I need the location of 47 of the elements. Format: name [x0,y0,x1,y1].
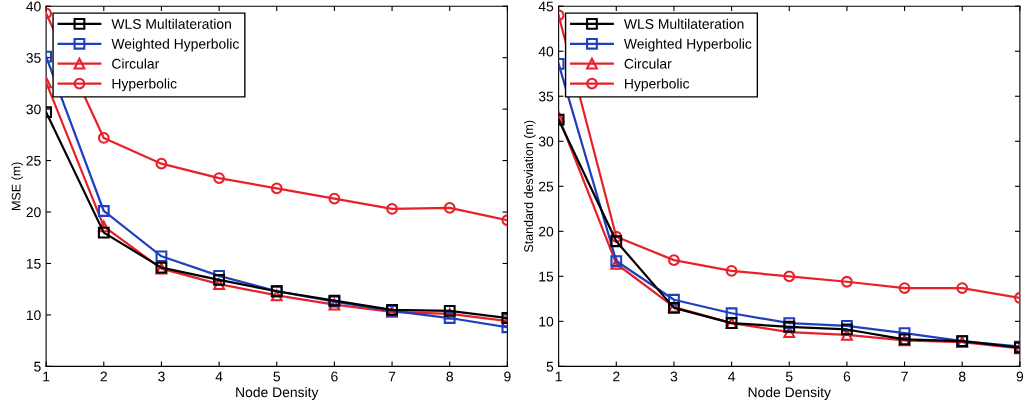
y-tick-label: 5 [546,361,554,372]
legend-label: Circular [112,58,160,69]
legend-label: Weighted Hyperbolic [111,38,239,52]
x-tick-label: 1 [555,371,562,382]
x-tick-label: 5 [273,371,281,382]
y-tick-label: 30 [26,104,41,115]
y-tick-label: 45 [538,1,554,12]
y-tick-label: 35 [26,53,41,63]
legend-label: WLS Multilateration [623,18,744,29]
y-tick-label: 30 [538,136,554,147]
y-tick-label: 10 [26,310,41,321]
y-tick-label: 20 [539,226,554,237]
y-tick-label: 25 [26,155,41,166]
y-tick-label: 5 [34,361,41,372]
x-tick-label: 8 [958,371,966,382]
y-tick-label: 40 [538,46,554,57]
legend-label: Weighted Hyperbolic [623,38,752,52]
legend-label: Hyperbolic [112,78,177,92]
legend-label: Hyperbolic [625,78,690,92]
x-axis-title: Node Density [748,386,831,400]
y-tick-label: 20 [26,207,41,218]
x-tick-label: 6 [843,371,851,382]
x-tick-label: 1 [43,371,50,382]
y-axis-title: MSE (m) [11,162,24,210]
x-axis-title: Node Density [236,386,319,400]
y-axis-title: Standard desviation (m) [523,120,536,253]
x-tick-label: 3 [670,371,678,382]
x-tick-label: 4 [215,371,223,382]
legend-label: WLS Multilateration [111,18,231,29]
x-tick-label: 7 [901,371,908,382]
x-tick-label: 9 [1016,371,1024,382]
legend-label: Circular [624,58,672,69]
x-tick-label: 2 [613,371,620,382]
y-tick-label: 25 [539,181,554,192]
x-tick-label: 3 [158,371,165,382]
x-tick-label: 7 [388,371,396,382]
x-tick-label: 9 [504,371,511,382]
x-tick-label: 5 [785,371,793,382]
y-tick-label: 15 [26,258,41,269]
y-tick-label: 15 [539,271,554,282]
x-tick-label: 4 [728,371,736,382]
y-tick-label: 40 [26,1,41,12]
y-tick-label: 10 [539,316,554,327]
x-tick-label: 6 [331,371,338,382]
x-tick-label: 8 [446,371,453,382]
y-tick-label: 35 [538,91,554,102]
x-tick-label: 2 [100,371,107,382]
